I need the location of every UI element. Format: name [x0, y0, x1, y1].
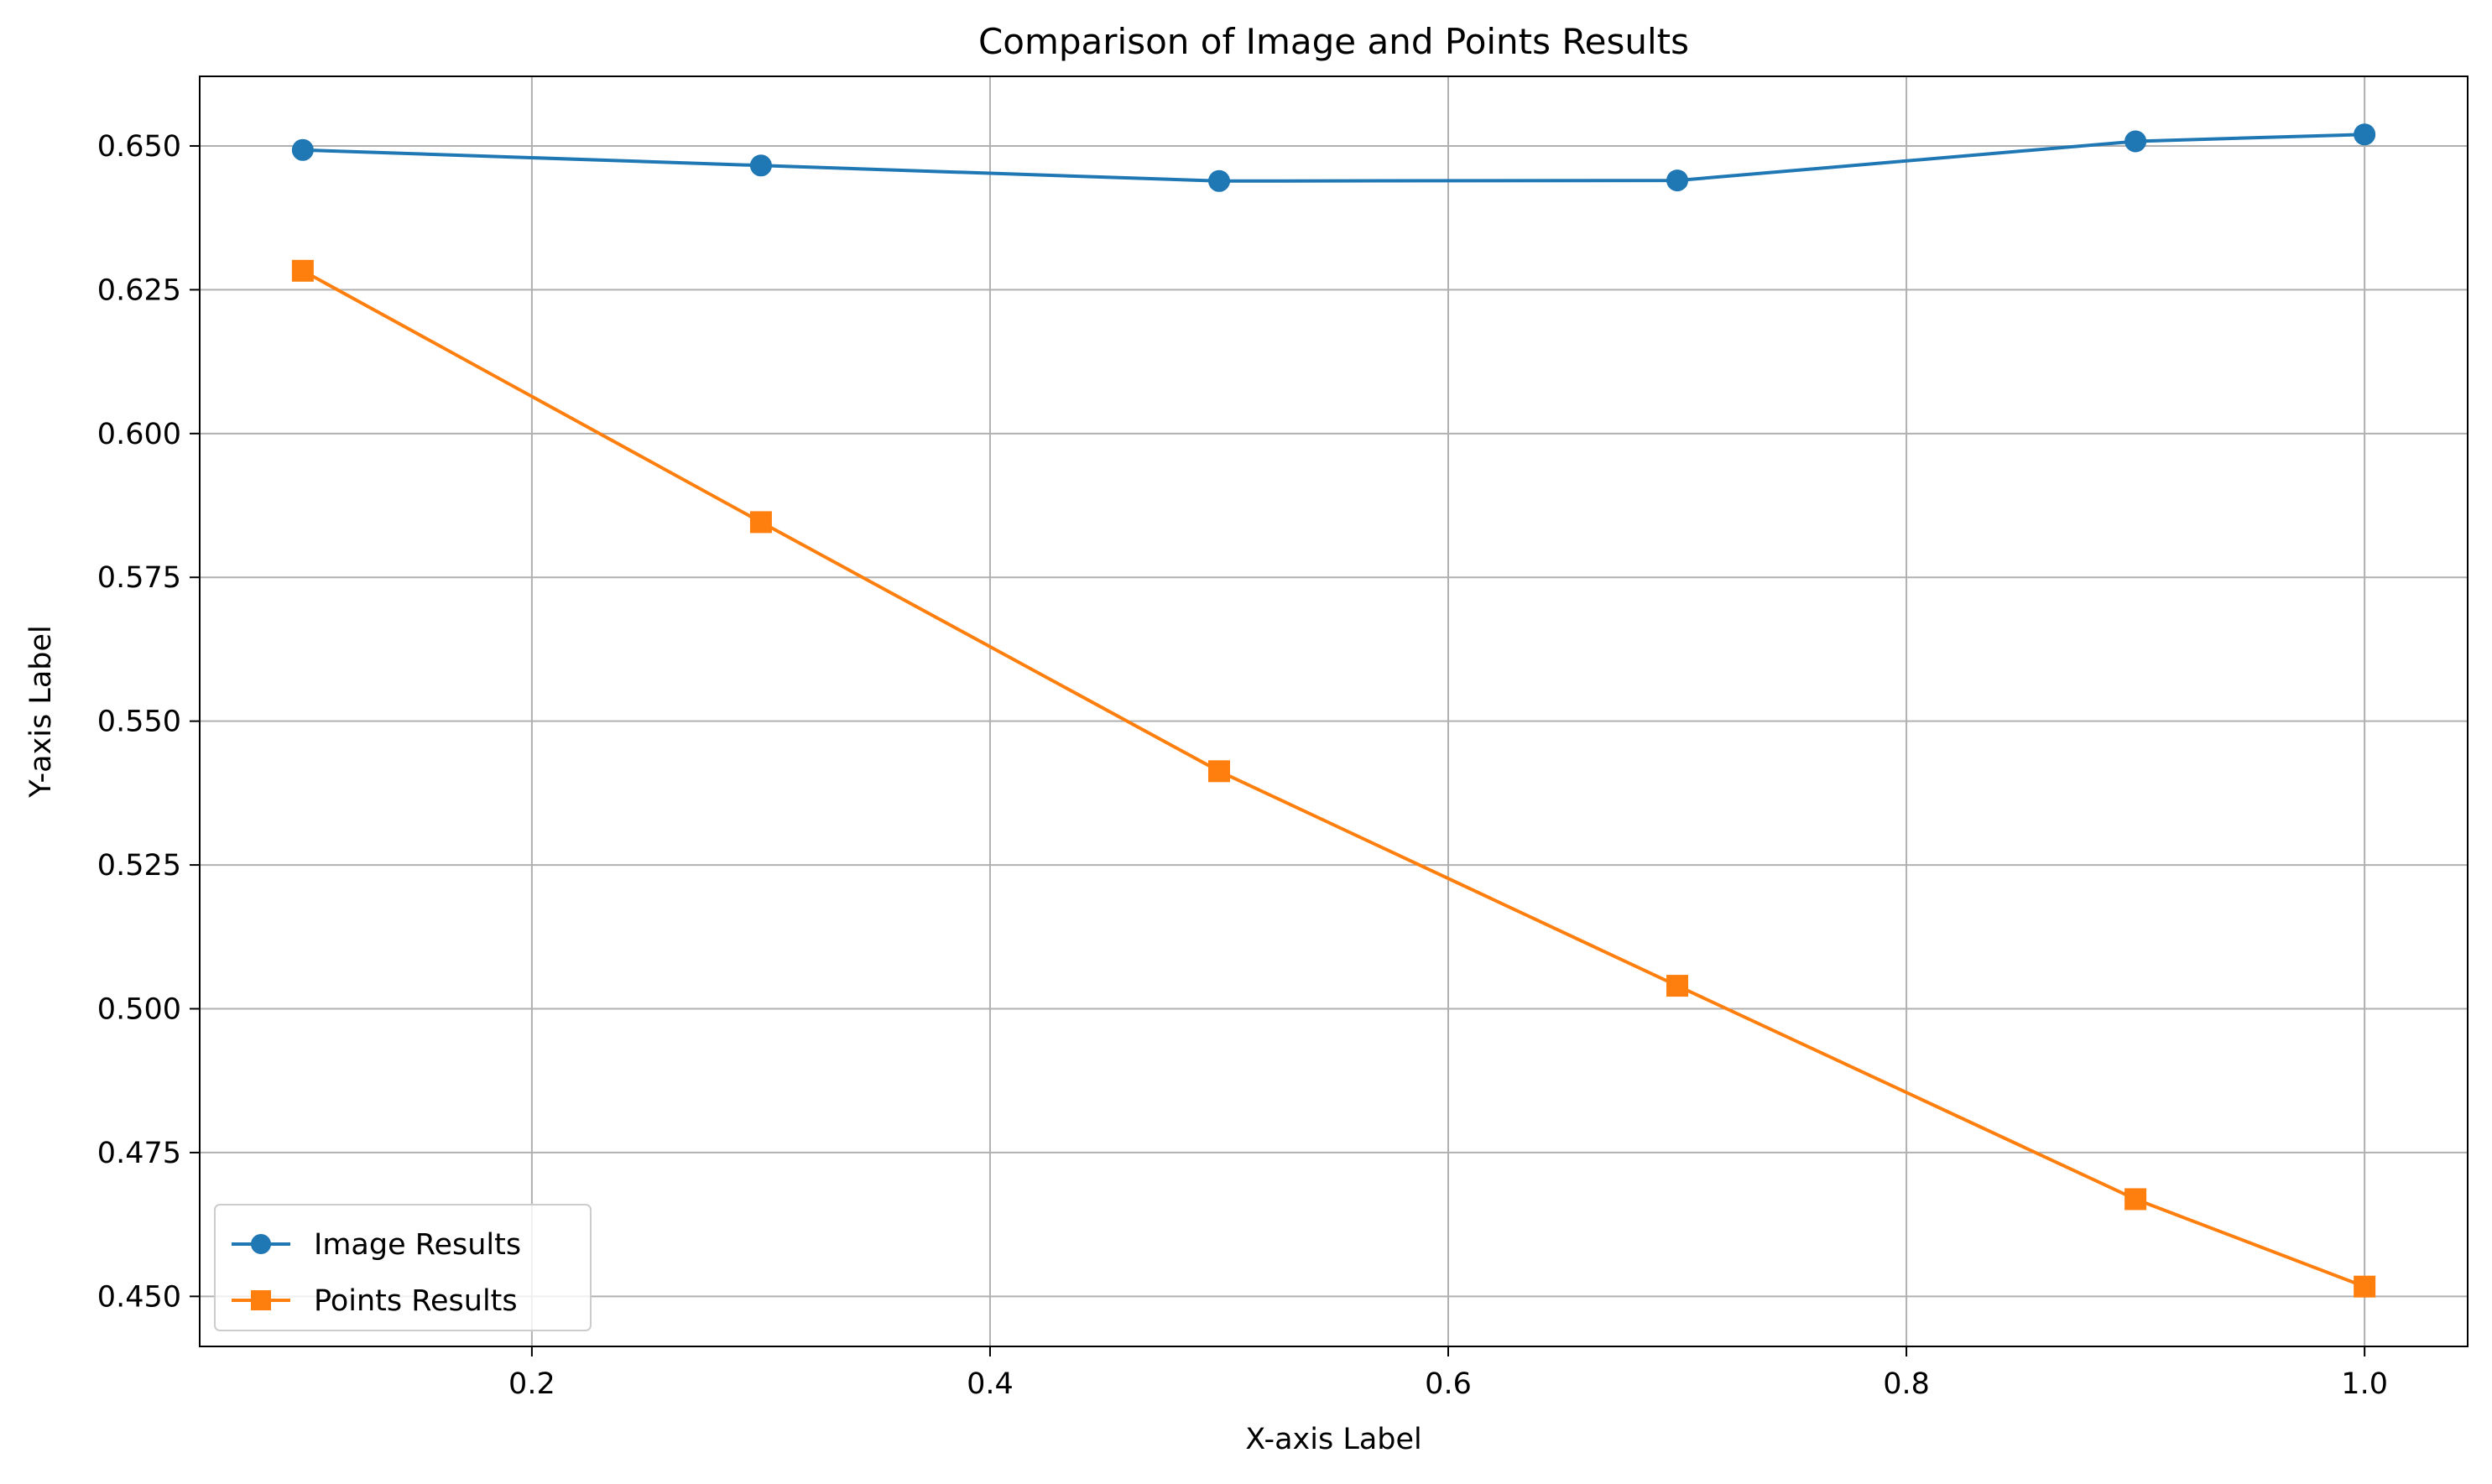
y-tick-label: 0.550: [97, 706, 181, 739]
legend-label-points-results: Points Results: [314, 1284, 518, 1318]
y-tick-label: 0.450: [97, 1280, 181, 1314]
x-tick-label: 0.4: [967, 1367, 1014, 1401]
x-axis-label: X-axis Label: [1245, 1423, 1422, 1456]
plot-frame: [199, 76, 2469, 1347]
y-tick-label: 0.575: [97, 561, 181, 595]
data-point-image-results: [2124, 130, 2147, 153]
legend: Image Results Points Results: [214, 1204, 592, 1331]
data-point-points-results: [749, 511, 772, 534]
data-point-image-results: [1207, 169, 1230, 192]
y-tick-label: 0.625: [97, 273, 181, 307]
data-point-image-results: [1666, 169, 1689, 192]
grid-lines: [200, 76, 2468, 1346]
y-tick-label: 0.600: [97, 418, 181, 451]
legend-marker-points-results: [251, 1290, 271, 1310]
data-point-image-results: [749, 154, 772, 177]
x-tick-label: 0.2: [508, 1367, 555, 1401]
x-tick-label: 0.8: [1883, 1367, 1930, 1401]
data-point-points-results: [2124, 1188, 2147, 1211]
legend-label-image-results: Image Results: [314, 1228, 521, 1262]
chart-title: Comparison of Image and Points Results: [978, 21, 1689, 62]
axes: 0.2 0.4 0.6 0.8 1.0 0.450 0.475 0.500 0.525 0.550…: [97, 76, 2469, 1401]
series-line-image-results: [300, 133, 2367, 183]
data-point-image-results: [2354, 123, 2376, 146]
data-point-image-results: [291, 138, 314, 161]
y-tick-label: 0.650: [97, 130, 181, 164]
y-tick-label: 0.475: [97, 1137, 181, 1170]
data-point-points-results: [1666, 975, 1689, 997]
x-tick-label: 0.6: [1425, 1367, 1472, 1401]
y-tick-label: 0.500: [97, 993, 181, 1027]
legend-marker-image-results: [251, 1234, 271, 1254]
x-tick-label: 1.0: [2341, 1367, 2388, 1401]
data-point-points-results: [291, 259, 314, 282]
y-tick-label: 0.525: [97, 849, 181, 883]
series-group: [291, 123, 2376, 1298]
series-line-points-results: [300, 268, 2367, 1289]
legend-box: [214, 1204, 592, 1331]
data-point-points-results: [1207, 760, 1230, 783]
data-point-points-results: [2354, 1275, 2376, 1298]
y-axis-label: Y-axis Label: [24, 625, 58, 799]
